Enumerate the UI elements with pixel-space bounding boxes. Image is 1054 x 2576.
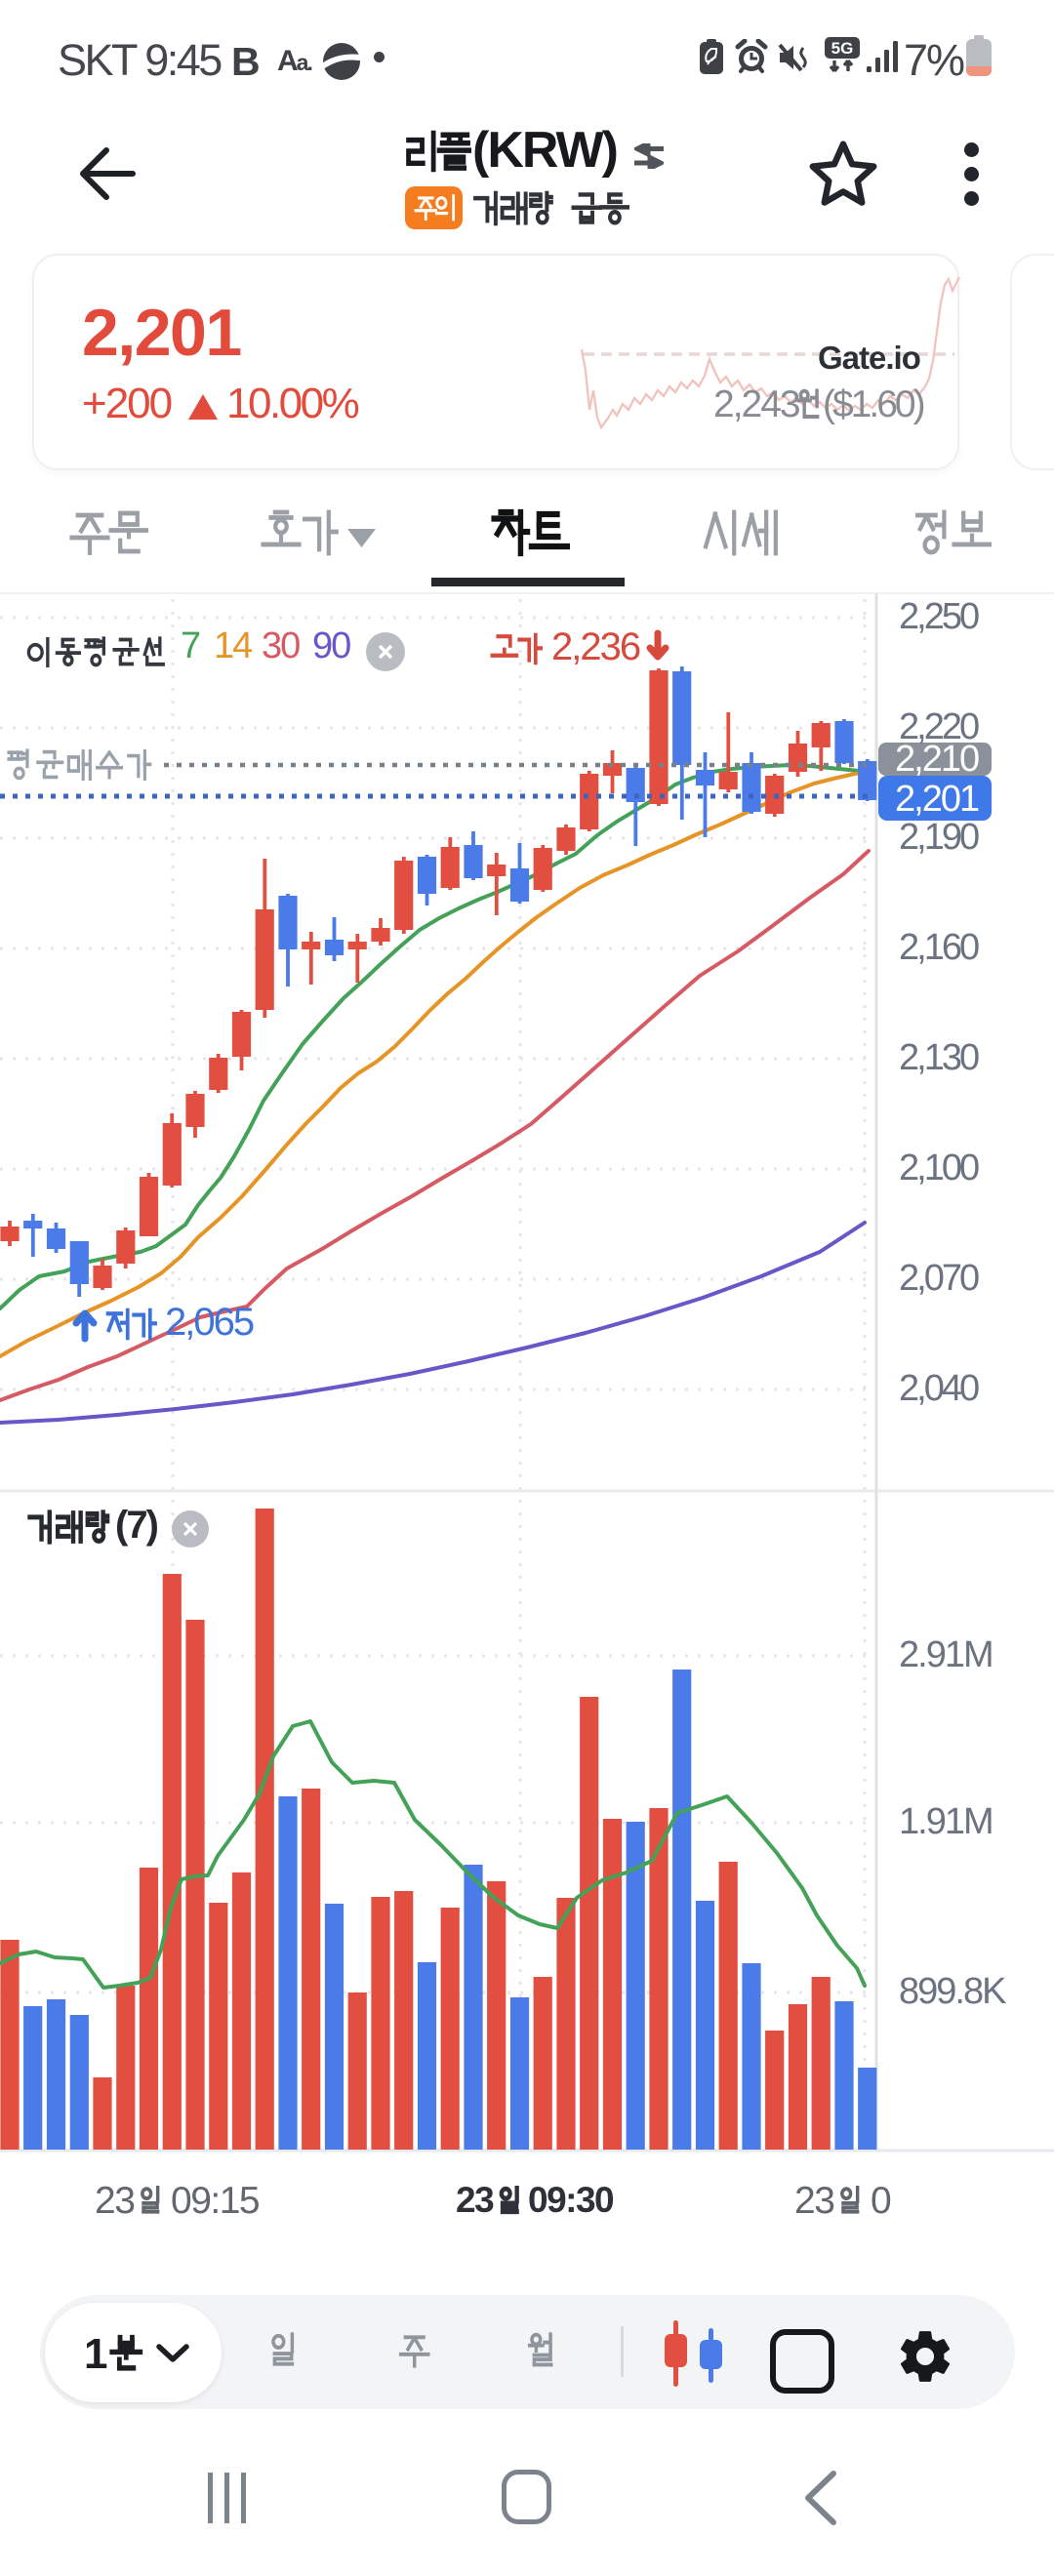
svg-text:2,201: 2,201: [895, 779, 979, 820]
svg-text:5G: 5G: [831, 39, 854, 58]
svg-text:2,210: 2,210: [895, 739, 979, 780]
